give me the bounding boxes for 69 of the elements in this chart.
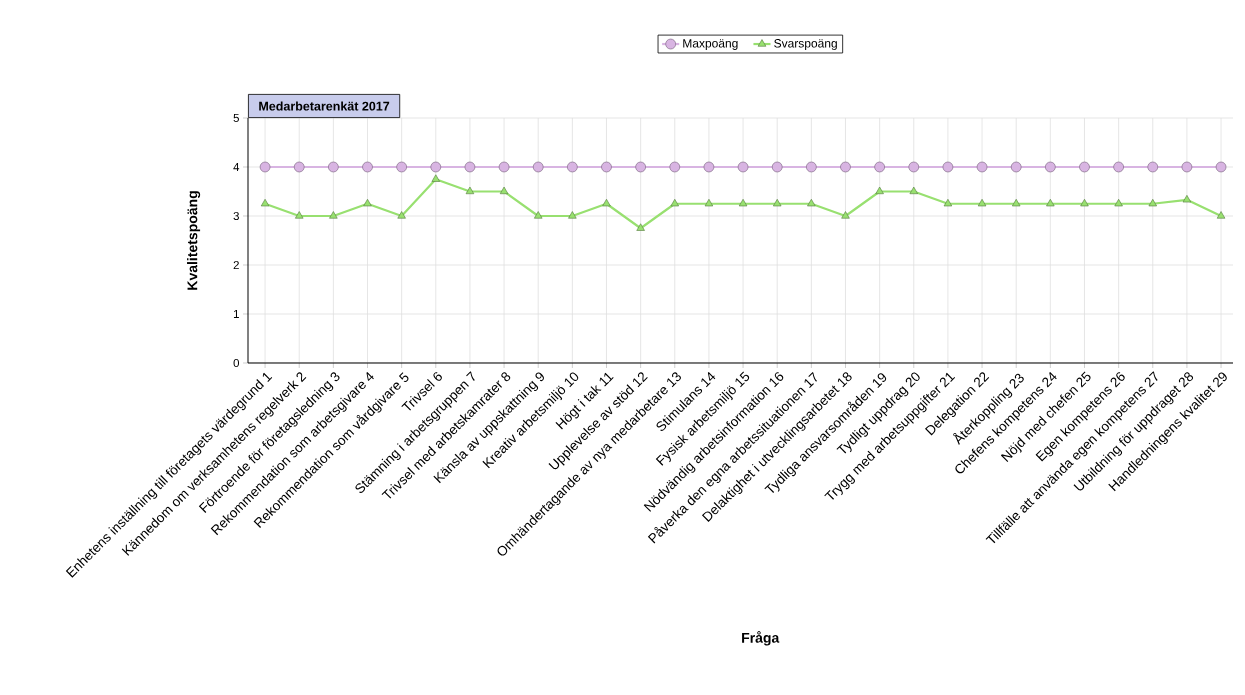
point: [704, 198, 714, 207]
point: [840, 161, 851, 173]
point: [534, 211, 543, 219]
point: [737, 161, 749, 173]
point: [773, 198, 782, 207]
point: [328, 161, 339, 173]
legend-label: Svarspoäng: [774, 39, 837, 50]
point: [636, 223, 645, 231]
point: [1182, 195, 1192, 203]
y-axis-title: Kvalitetspoäng: [187, 191, 201, 290]
point: [567, 161, 578, 173]
point: [1080, 198, 1089, 207]
point: [601, 161, 612, 173]
x-axis-title: Fråga: [742, 631, 780, 646]
point: [362, 161, 373, 173]
point: [635, 161, 646, 173]
point: [771, 161, 783, 173]
point: [1216, 211, 1226, 219]
point: [908, 161, 920, 173]
point: [430, 161, 442, 173]
point: [977, 198, 987, 207]
point: [293, 161, 305, 173]
point: [1045, 161, 1056, 173]
chart-title: Medarbetarenkät 2017: [259, 101, 390, 111]
point: [465, 186, 475, 195]
point: [1148, 198, 1157, 207]
point: [1046, 198, 1055, 207]
point: [875, 186, 884, 195]
point: [1114, 198, 1123, 207]
point: [431, 174, 440, 182]
y-tick-label: 4: [233, 163, 240, 171]
point: [738, 198, 748, 207]
point: [976, 161, 988, 173]
point: [498, 161, 510, 173]
point: [568, 211, 577, 219]
y-tick-label: 0: [233, 358, 240, 368]
y-tick-label: 5: [233, 113, 239, 123]
y-tick-label: 2: [233, 260, 239, 270]
point: [1215, 161, 1227, 173]
y-tick-label: 1: [233, 310, 239, 318]
legend-label: Maxpoäng: [683, 39, 738, 50]
point: [329, 211, 338, 219]
point: [807, 198, 816, 207]
point: [464, 161, 476, 173]
point: [397, 211, 406, 219]
point: [363, 198, 372, 207]
point: [942, 161, 954, 173]
point: [1010, 161, 1022, 173]
point: [909, 186, 918, 195]
point: [669, 161, 681, 173]
y-tick-label: 3: [233, 211, 239, 221]
point: [703, 161, 715, 173]
point: [1147, 161, 1159, 173]
point: [874, 161, 885, 173]
point: [806, 161, 817, 173]
point: [943, 198, 953, 207]
point: [499, 186, 509, 195]
point: [396, 161, 407, 173]
point: [841, 211, 850, 219]
point: [1113, 161, 1124, 173]
point: [670, 198, 679, 207]
point: [260, 198, 270, 207]
point: [259, 161, 271, 173]
point: [1012, 198, 1021, 207]
point: [532, 161, 544, 173]
point: [1181, 161, 1193, 173]
point: [1079, 161, 1090, 173]
point: [295, 211, 304, 219]
point: [602, 198, 611, 207]
